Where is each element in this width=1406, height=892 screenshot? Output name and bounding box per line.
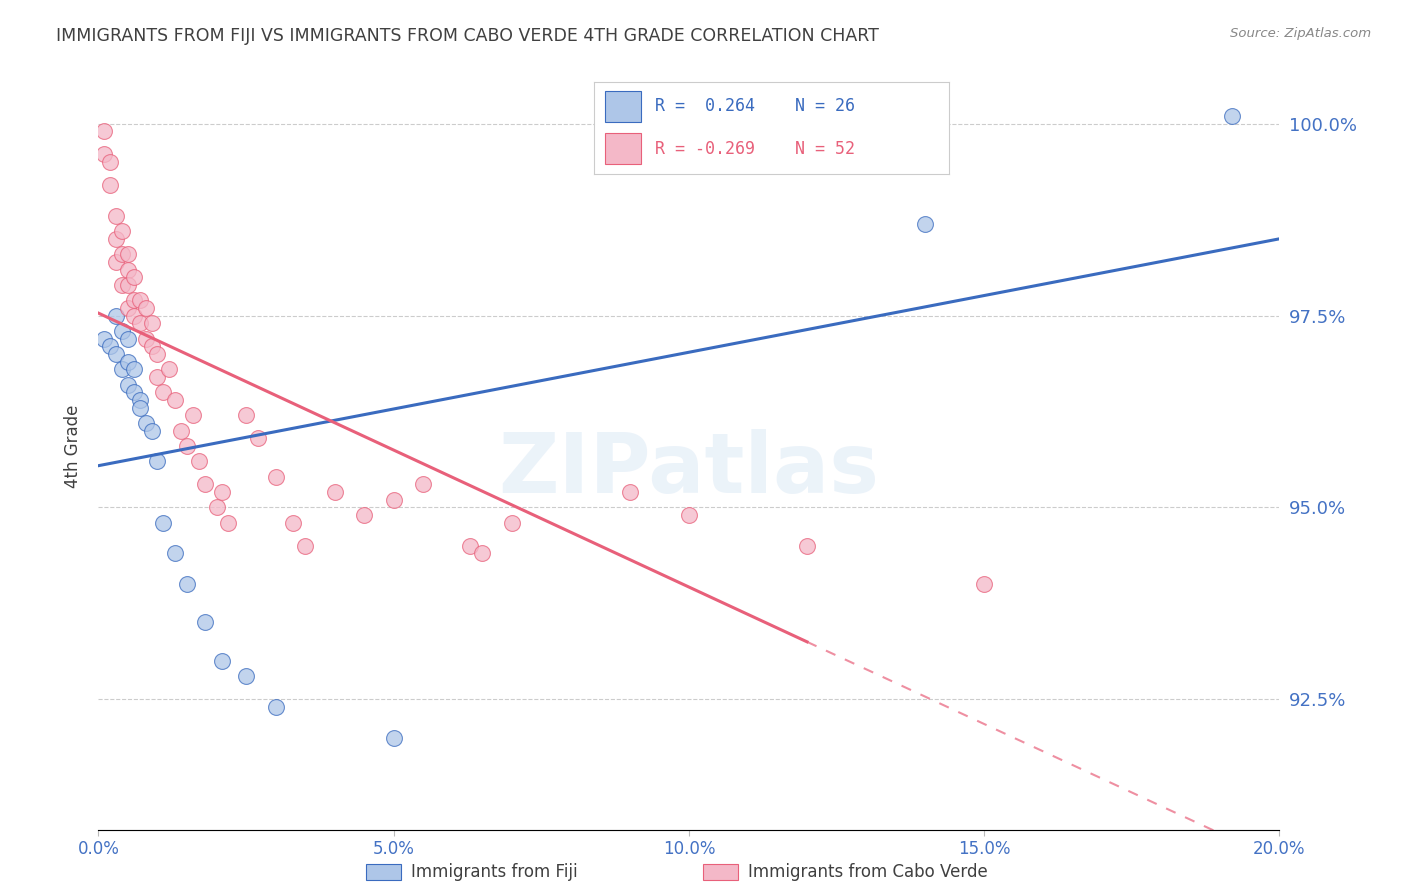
Point xyxy=(501,516,523,530)
Point xyxy=(141,424,163,438)
Point xyxy=(678,508,700,522)
Point xyxy=(111,224,134,238)
Text: ZIPatlas: ZIPatlas xyxy=(499,428,879,509)
Point xyxy=(187,454,209,468)
Point xyxy=(117,247,139,261)
Point xyxy=(111,277,134,292)
Point xyxy=(205,500,228,515)
Point xyxy=(412,477,434,491)
Point xyxy=(98,155,121,169)
Point xyxy=(211,485,233,500)
Point xyxy=(117,332,139,346)
Point xyxy=(264,699,287,714)
Point xyxy=(122,309,145,323)
Point xyxy=(105,255,128,269)
Point xyxy=(246,431,269,445)
Point xyxy=(98,339,121,353)
Point xyxy=(141,316,163,330)
Point xyxy=(382,492,405,507)
Point xyxy=(973,577,995,591)
Point xyxy=(181,409,204,423)
Point xyxy=(135,416,157,430)
Point xyxy=(128,316,150,330)
Point xyxy=(111,324,134,338)
Point xyxy=(146,347,169,361)
Point xyxy=(117,262,139,277)
Point xyxy=(235,669,257,683)
Point xyxy=(914,217,936,231)
Y-axis label: 4th Grade: 4th Grade xyxy=(65,404,83,488)
Point xyxy=(165,392,187,407)
Point xyxy=(122,385,145,400)
Point xyxy=(117,301,139,315)
Point xyxy=(105,309,128,323)
Point xyxy=(1220,109,1243,123)
Point xyxy=(323,485,346,500)
Point xyxy=(117,377,139,392)
Text: Immigrants from Fiji: Immigrants from Fiji xyxy=(411,863,578,881)
Point xyxy=(353,508,375,522)
Point xyxy=(619,485,641,500)
Point xyxy=(471,546,494,560)
Point xyxy=(105,209,128,223)
Point xyxy=(111,247,134,261)
Point xyxy=(194,615,217,630)
Point xyxy=(98,178,121,193)
Point xyxy=(146,454,169,468)
Point xyxy=(264,469,287,483)
Point xyxy=(211,654,233,668)
Point xyxy=(170,424,193,438)
Point xyxy=(128,293,150,308)
Point xyxy=(165,546,187,560)
Point xyxy=(93,147,115,161)
Point xyxy=(796,539,818,553)
Point xyxy=(460,539,482,553)
Point xyxy=(141,339,163,353)
Text: Immigrants from Cabo Verde: Immigrants from Cabo Verde xyxy=(748,863,988,881)
Point xyxy=(194,477,217,491)
Point xyxy=(294,539,316,553)
Point xyxy=(93,332,115,346)
Point xyxy=(146,370,169,384)
Point xyxy=(235,409,257,423)
Point xyxy=(135,332,157,346)
Point xyxy=(152,516,174,530)
Point xyxy=(128,401,150,415)
Point xyxy=(382,731,405,745)
Point xyxy=(157,362,180,376)
Point xyxy=(93,124,115,138)
Point xyxy=(135,301,157,315)
Point xyxy=(217,516,239,530)
Point xyxy=(176,439,198,453)
Point xyxy=(122,270,145,285)
Point xyxy=(117,277,139,292)
Point xyxy=(152,385,174,400)
Point xyxy=(111,362,134,376)
Point xyxy=(105,232,128,246)
Point xyxy=(105,347,128,361)
Point xyxy=(176,577,198,591)
Point xyxy=(117,354,139,368)
Point xyxy=(122,362,145,376)
Text: Source: ZipAtlas.com: Source: ZipAtlas.com xyxy=(1230,27,1371,40)
Text: IMMIGRANTS FROM FIJI VS IMMIGRANTS FROM CABO VERDE 4TH GRADE CORRELATION CHART: IMMIGRANTS FROM FIJI VS IMMIGRANTS FROM … xyxy=(56,27,879,45)
Point xyxy=(128,392,150,407)
Point xyxy=(283,516,305,530)
Point xyxy=(122,293,145,308)
